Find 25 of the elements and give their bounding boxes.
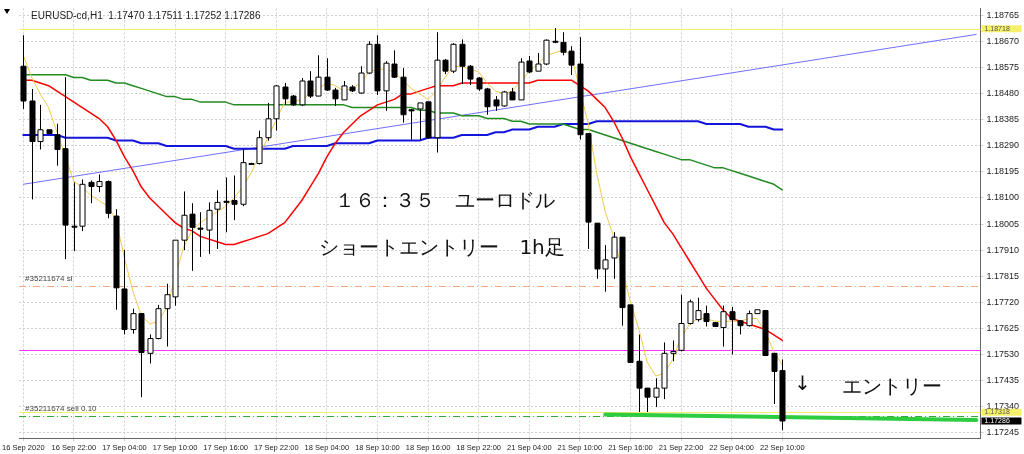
y-tick-label: 1.17625 (986, 322, 1020, 333)
ref-line-label: #35211674 sl (25, 273, 73, 283)
y-tick-label: 1.17720 (986, 296, 1020, 307)
ref-line-label: #35211674 sell 0.10 (25, 403, 98, 413)
y-tick-label: 1.18005 (986, 218, 1020, 229)
annotation: ↓ (794, 370, 811, 395)
y-tick-label: 1.17910 (986, 244, 1020, 255)
y-tick-label: 1.17815 (986, 270, 1020, 281)
y-tick-label: 1.17530 (986, 348, 1020, 359)
y-tick-label: 1.17435 (986, 374, 1020, 385)
y-tick-label: 1.18290 (986, 140, 1020, 151)
y-tick-label: 1.18195 (986, 166, 1020, 177)
candlestick (678, 294, 685, 352)
annotation: エントリー (842, 374, 943, 399)
chart-title: EURUSD-cd,H1 1.17470 1.17511 1.17252 1.17286 (31, 10, 261, 22)
y-tick-label: 1.18480 (986, 88, 1020, 99)
candlestick (105, 179, 112, 219)
annotation: １６：３５ ユーロドル (334, 187, 555, 212)
y-tick-label: 1.18385 (986, 114, 1020, 125)
y-tick-label: 1.18670 (986, 36, 1020, 47)
y-tick-label: 1.18575 (986, 62, 1020, 73)
annotation: ショートエントリー 1h足 (319, 235, 565, 260)
y-tick-label: 1.17245 (986, 426, 1020, 437)
y-tick-label: 1.18765 (986, 10, 1020, 21)
y-tick-label: 1.18100 (986, 192, 1020, 203)
